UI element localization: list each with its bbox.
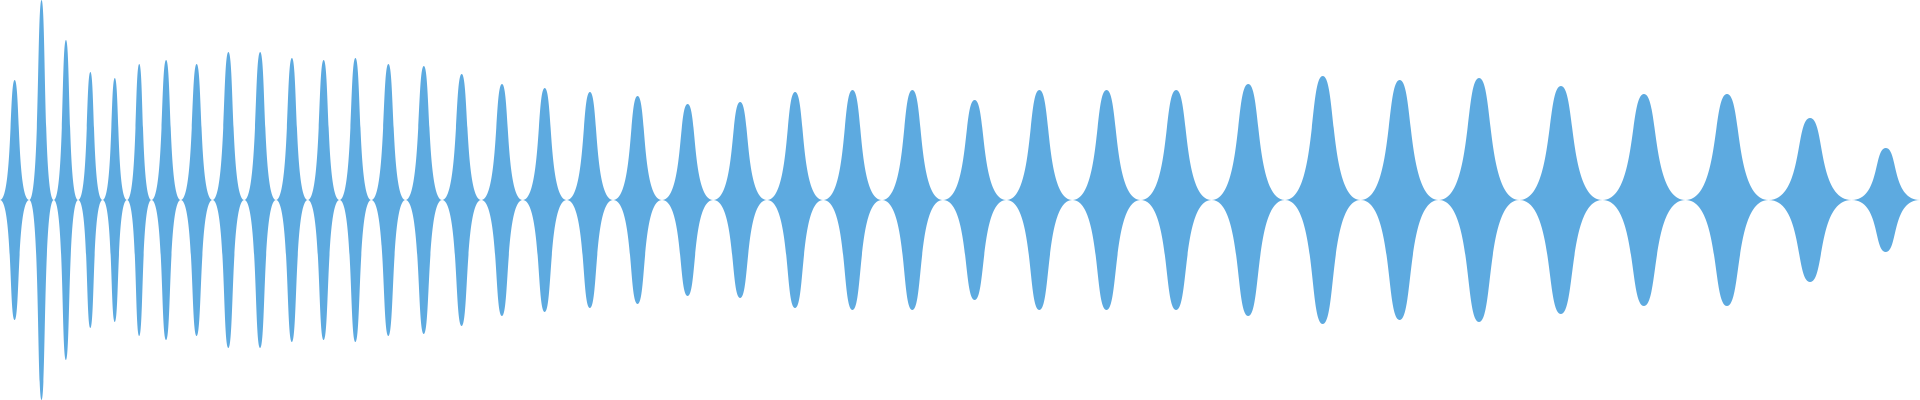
waveform-lobe — [1140, 90, 1212, 310]
waveform-lobe — [481, 84, 523, 316]
waveform-lobe — [180, 64, 213, 336]
waveform-lobe — [405, 66, 443, 334]
waveform-lobe — [307, 60, 340, 340]
waveform-lobe — [442, 74, 482, 326]
waveform-lobe — [1438, 78, 1520, 322]
waveform-lobe — [661, 104, 714, 296]
waveform-lobe — [1519, 86, 1603, 314]
waveform-lobe — [1211, 84, 1285, 316]
waveform-lobe — [1072, 90, 1141, 310]
waveform-lobe — [823, 90, 882, 310]
waveform-lobe — [339, 58, 372, 342]
waveform-lobe — [522, 88, 567, 312]
waveform-lobe — [1851, 148, 1920, 252]
waveform-lobe — [1685, 94, 1769, 306]
waveform-lobe — [212, 52, 245, 348]
waveform-lobe — [276, 58, 308, 342]
waveform-lobe — [1006, 90, 1073, 310]
waveform-lobe — [29, 0, 54, 400]
waveform-lobe — [613, 96, 662, 304]
waveform-lobe — [53, 40, 79, 360]
waveform-lobe — [244, 52, 277, 348]
waveform-lobe — [713, 102, 768, 298]
waveform-lobe — [102, 78, 128, 322]
waveform-lobe — [1360, 80, 1439, 320]
waveform-lobe — [1602, 94, 1686, 306]
waveform-lobe — [127, 64, 152, 336]
waveform-lobe — [566, 92, 614, 308]
waveform-lobe — [0, 80, 30, 320]
waveform-lobe — [78, 72, 103, 328]
waveform-lobe — [371, 64, 406, 336]
waveform-lobe — [1284, 76, 1361, 324]
waveform-lobe — [881, 90, 943, 310]
waveform-lobe — [1768, 118, 1852, 282]
waveform-lobe — [942, 100, 1007, 300]
waveform-lobe — [767, 92, 824, 308]
waveform-lobe — [151, 60, 181, 340]
